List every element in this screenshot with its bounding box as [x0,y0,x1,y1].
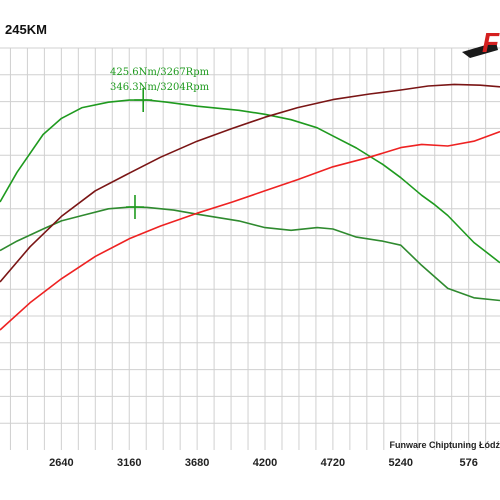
peak-markers [125,88,153,219]
series-line-torque-tuned [0,99,500,264]
x-tick-label: 5240 [389,457,413,469]
x-tick-label: 4720 [321,457,345,469]
x-tick-label: 576 [459,457,477,469]
x-tick-label: 4200 [253,457,277,469]
tick-labels: 2640 3160 3680 4200 4720 5240 576 [49,457,478,469]
logo-icon: F [462,27,500,58]
series-line-torque-stock [0,206,500,302]
x-tick-label: 3160 [117,457,141,469]
page-title: 245KM [5,22,47,37]
grid [0,47,500,450]
x-tick-label: 2640 [49,457,73,469]
peak-label-torque-tuned: 425.6Nm/3267Rpm [110,67,210,78]
series-layer [0,83,500,331]
series-line-power-tuned [0,83,500,283]
peak-marker-torque-stock [125,195,144,219]
peak-label-torque-stock: 346.3Nm/3204Rpm [110,82,210,93]
series-line-power-stock [0,130,500,331]
x-tick-label: 3680 [185,457,209,469]
watermark: Funware Chiptuning Łódź [390,440,500,450]
logo-letter: F [482,27,500,58]
peak-marker-torque-tuned [134,88,153,112]
